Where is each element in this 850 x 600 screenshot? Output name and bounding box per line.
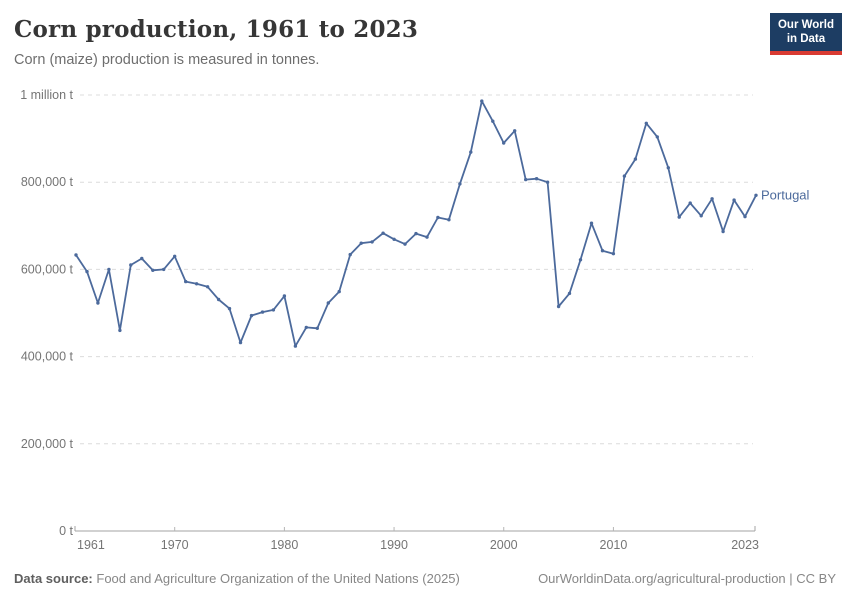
data-point[interactable] xyxy=(567,291,572,296)
x-axis-tick-label: 2023 xyxy=(731,538,759,552)
data-point[interactable] xyxy=(403,242,407,246)
y-axis-tick-label: 800,000 t xyxy=(21,175,74,189)
x-axis-tick-label: 1970 xyxy=(161,538,189,552)
data-point[interactable] xyxy=(458,182,462,186)
data-point[interactable] xyxy=(502,141,506,145)
data-point[interactable] xyxy=(315,326,319,330)
data-point[interactable] xyxy=(666,166,670,170)
x-axis-tick-label: 1961 xyxy=(77,538,105,552)
data-point[interactable] xyxy=(447,218,451,222)
chart-subtitle: Corn (maize) production is measured in t… xyxy=(14,52,320,68)
data-point[interactable] xyxy=(326,301,330,305)
data-point[interactable] xyxy=(732,198,736,202)
owid-logo-line1: Our World xyxy=(777,19,834,31)
data-point[interactable] xyxy=(129,263,133,267)
data-point[interactable] xyxy=(227,306,232,311)
data-point[interactable] xyxy=(249,313,254,318)
data-point[interactable] xyxy=(589,221,594,225)
chart-title: Corn production, 1961 to 2023 xyxy=(14,16,419,43)
series-line-portugal[interactable] xyxy=(75,100,757,348)
data-point[interactable] xyxy=(513,129,517,133)
y-axis-tick-label: 600,000 t xyxy=(21,262,74,276)
data-point[interactable] xyxy=(304,325,308,330)
data-point[interactable] xyxy=(710,197,714,201)
data-point[interactable] xyxy=(534,177,539,181)
data-point[interactable] xyxy=(337,289,341,294)
data-point[interactable] xyxy=(370,240,374,244)
data-point[interactable] xyxy=(469,150,473,154)
data-point[interactable] xyxy=(282,294,287,298)
data-point[interactable] xyxy=(556,304,561,309)
data-point[interactable] xyxy=(85,269,89,274)
data-point[interactable] xyxy=(655,135,659,139)
y-axis-tick-label: 400,000 t xyxy=(21,350,74,364)
data-point[interactable] xyxy=(491,119,495,123)
data-point[interactable] xyxy=(545,180,550,184)
data-point[interactable] xyxy=(754,193,758,197)
data-point[interactable] xyxy=(238,340,243,345)
data-point[interactable] xyxy=(194,282,199,286)
data-point[interactable] xyxy=(622,174,627,178)
data-source: Data source: Food and Agriculture Organi… xyxy=(14,571,460,586)
data-point[interactable] xyxy=(118,328,122,333)
chart-footer: Data source: Food and Agriculture Organi… xyxy=(14,571,836,586)
data-point[interactable] xyxy=(184,279,188,284)
data-point[interactable] xyxy=(633,157,638,161)
data-point[interactable] xyxy=(480,99,484,103)
x-axis-tick-label: 2010 xyxy=(600,538,628,552)
y-axis-tick-label: 1 million t xyxy=(20,88,73,102)
owid-logo-line2: in Data xyxy=(786,33,826,46)
data-point[interactable] xyxy=(381,231,385,235)
data-point[interactable] xyxy=(260,310,265,314)
data-point[interactable] xyxy=(600,249,605,253)
data-point[interactable] xyxy=(743,214,747,219)
x-axis-tick-label: 2000 xyxy=(490,538,518,552)
data-point[interactable] xyxy=(359,241,363,245)
data-source-text: Food and Agriculture Organization of the… xyxy=(96,571,460,586)
data-point[interactable] xyxy=(107,267,111,272)
data-point[interactable] xyxy=(677,215,681,219)
x-axis-tick-label: 1980 xyxy=(270,538,298,552)
data-point[interactable] xyxy=(611,252,616,256)
data-point[interactable] xyxy=(425,235,429,239)
data-point[interactable] xyxy=(96,301,100,305)
data-point[interactable] xyxy=(644,121,648,126)
data-point[interactable] xyxy=(392,237,396,241)
owid-logo[interactable]: Our World in Data xyxy=(769,13,842,55)
data-point[interactable] xyxy=(699,214,703,218)
data-point[interactable] xyxy=(140,256,144,261)
data-point[interactable] xyxy=(74,253,78,257)
data-point[interactable] xyxy=(436,215,440,220)
data-point[interactable] xyxy=(721,229,725,234)
entity-label-portugal: Portugal xyxy=(761,187,810,202)
owid-url-license[interactable]: OurWorldinData.org/agricultural-producti… xyxy=(538,571,836,586)
data-point[interactable] xyxy=(348,252,352,257)
data-point[interactable] xyxy=(293,344,298,348)
data-point[interactable] xyxy=(414,231,418,236)
y-axis-tick-label: 200,000 t xyxy=(21,437,74,451)
data-point[interactable] xyxy=(578,258,583,262)
data-source-label: Data source: xyxy=(14,571,93,586)
data-point[interactable] xyxy=(173,254,177,258)
data-point[interactable] xyxy=(688,201,692,205)
y-axis-tick-label: 0 t xyxy=(59,524,73,538)
data-point[interactable] xyxy=(162,267,166,272)
data-point[interactable] xyxy=(524,177,528,182)
data-point[interactable] xyxy=(205,285,210,289)
data-point[interactable] xyxy=(271,308,276,312)
data-point[interactable] xyxy=(151,268,155,272)
data-point[interactable] xyxy=(216,297,221,302)
x-axis-tick-label: 1990 xyxy=(380,538,408,552)
